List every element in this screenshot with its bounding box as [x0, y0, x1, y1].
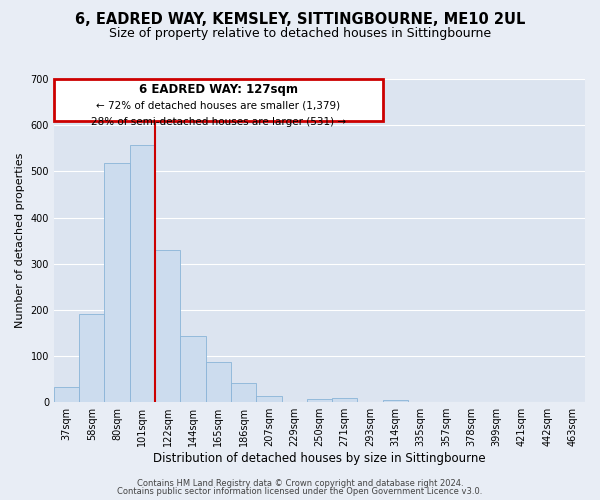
Bar	[79, 314, 104, 402]
Bar	[130, 145, 155, 402]
Y-axis label: Number of detached properties: Number of detached properties	[15, 153, 25, 328]
Text: ← 72% of detached houses are smaller (1,379): ← 72% of detached houses are smaller (1,…	[97, 100, 341, 110]
Bar	[181, 336, 206, 402]
Bar	[383, 400, 408, 402]
Text: 28% of semi-detached houses are larger (531) →: 28% of semi-detached houses are larger (…	[91, 116, 346, 126]
Bar	[307, 398, 332, 402]
Text: 6 EADRED WAY: 127sqm: 6 EADRED WAY: 127sqm	[139, 83, 298, 96]
Bar	[231, 384, 256, 402]
Text: 6, EADRED WAY, KEMSLEY, SITTINGBOURNE, ME10 2UL: 6, EADRED WAY, KEMSLEY, SITTINGBOURNE, M…	[75, 12, 525, 28]
Text: Size of property relative to detached houses in Sittingbourne: Size of property relative to detached ho…	[109, 28, 491, 40]
Bar	[54, 387, 79, 402]
Bar	[155, 250, 181, 402]
Text: Contains HM Land Registry data © Crown copyright and database right 2024.: Contains HM Land Registry data © Crown c…	[137, 478, 463, 488]
Bar	[332, 398, 358, 402]
Text: Contains public sector information licensed under the Open Government Licence v3: Contains public sector information licen…	[118, 487, 482, 496]
Bar	[104, 163, 130, 402]
Bar	[206, 362, 231, 402]
Bar	[256, 396, 281, 402]
X-axis label: Distribution of detached houses by size in Sittingbourne: Distribution of detached houses by size …	[153, 452, 486, 465]
